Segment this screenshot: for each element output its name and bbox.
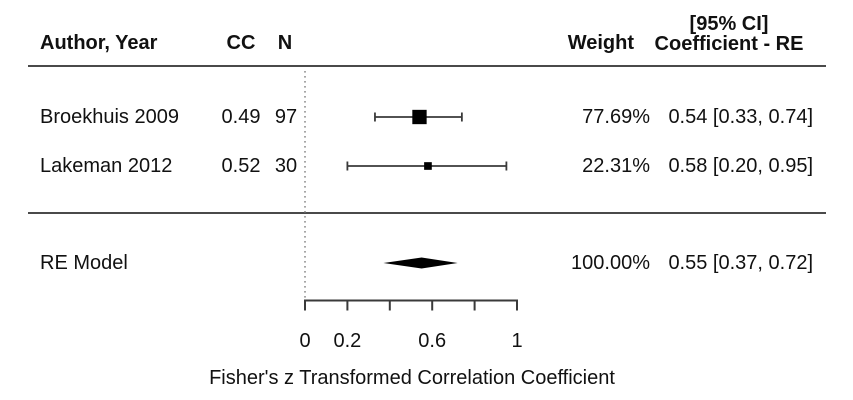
x-axis-tick-label: 0 (299, 330, 310, 352)
point-estimate-marker (424, 162, 432, 170)
study-estimate-ci: 0.54 [0.33, 0.74] (668, 106, 813, 128)
col-header-cc: CC (226, 32, 256, 54)
point-estimate-marker (412, 109, 427, 125)
study-weight-value: 77.69% (582, 106, 650, 128)
summary-estimate-ci: 0.55 [0.37, 0.72] (668, 252, 813, 274)
col-header-ci: [95% CI] Coefficient - RE (655, 14, 804, 54)
summary-label: RE Model (40, 252, 128, 274)
x-axis-title: Fisher's z Transformed Correlation Coeff… (209, 367, 615, 389)
col-header-n: N (277, 32, 293, 54)
study-n-value: 97 (274, 106, 298, 128)
col-header-ci-line2: Coefficient - RE (654, 33, 804, 55)
summary-weight-value: 100.00% (571, 252, 650, 274)
summary-diamond (383, 257, 458, 269)
study-weight-value: 22.31% (582, 155, 650, 177)
study-cc-value: 0.49 (221, 106, 261, 128)
summary-rule (28, 212, 826, 214)
x-axis-tick-label: 0.6 (418, 330, 446, 352)
col-header-weight: Weight (567, 32, 634, 54)
study-label: Lakeman 2012 (40, 155, 173, 177)
x-axis-tick-label: 1 (511, 330, 522, 352)
study-n-value: 30 (274, 155, 298, 177)
study-label: Broekhuis 2009 (40, 106, 179, 128)
study-estimate-ci: 0.58 [0.20, 0.95] (668, 155, 813, 177)
col-header-ci-line1: [95% CI] (689, 13, 769, 35)
header-rule (28, 65, 826, 67)
study-cc-value: 0.52 (221, 155, 261, 177)
x-axis-tick-label: 0.2 (333, 330, 361, 352)
col-header-author: Author, Year (40, 32, 158, 54)
